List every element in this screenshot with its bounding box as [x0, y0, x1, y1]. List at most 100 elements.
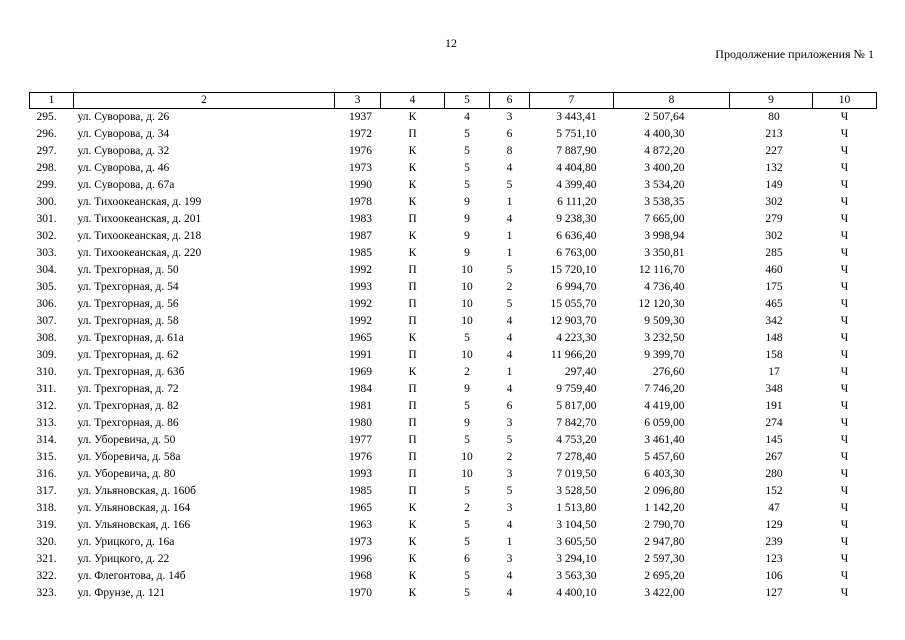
residents-cell: 158: [765, 349, 783, 361]
wall-material-cell: К: [408, 553, 417, 565]
residents-cell: 149: [765, 179, 783, 191]
residents-cell: 465: [765, 298, 783, 310]
column-header: 2: [73, 92, 335, 109]
wall-material-cell: К: [408, 179, 417, 191]
total-area-cell: 7 019,50: [556, 468, 597, 480]
living-area-cell: 9 399,70: [644, 349, 685, 361]
address-cell: ул. Трехгорная, д. 50: [77, 264, 179, 276]
residents-cell: 148: [765, 332, 783, 344]
living-area-cell: 3 998,94: [644, 230, 685, 242]
total-area-cell: 3 294,10: [556, 553, 597, 565]
residents-cell: 227: [765, 145, 783, 157]
year-built-cell: 1985: [349, 485, 372, 497]
living-area-cell: 3 461,40: [644, 434, 685, 446]
entrances-cell: 5: [506, 179, 513, 191]
row-number-cell: 300.: [36, 196, 57, 208]
residents-cell: 348: [765, 383, 783, 395]
ownership-type-cell: Ч: [840, 196, 849, 208]
residents-cell: 145: [765, 434, 783, 446]
address-cell: ул. Уборевича, д. 50: [77, 434, 176, 446]
ownership-type-cell: Ч: [840, 179, 849, 191]
entrances-cell: 1: [506, 247, 513, 259]
address-cell: ул. Суворова, д. 32: [77, 145, 170, 157]
total-area-cell: 6 111,20: [557, 196, 597, 208]
wall-material-cell: П: [408, 315, 417, 327]
living-area-cell: 4 400,30: [644, 128, 685, 140]
living-area-cell: 7 665,00: [644, 213, 685, 225]
floors-cell: 5: [464, 145, 470, 157]
total-area-cell: 3 104,50: [556, 519, 597, 531]
entrances-cell: 1: [506, 536, 513, 548]
row-number-cell: 299.: [36, 179, 57, 191]
table-row: 304. ул. Трехгорная, д. 50 1992 П 10 5 15 720,…: [30, 262, 877, 279]
living-area-cell: 9 509,30: [644, 315, 685, 327]
total-area-cell: 6 763,00: [556, 247, 597, 259]
address-cell: ул. Тихоокеанская, д. 199: [77, 196, 202, 208]
residents-cell: 213: [765, 128, 783, 140]
table-row: 315. ул. Уборевича, д. 58а 1976 П 10 2 7 278,4…: [30, 449, 877, 466]
floors-cell: 5: [464, 519, 470, 531]
living-area-cell: 7 746,20: [644, 383, 685, 395]
floors-cell: 2: [464, 502, 470, 514]
living-area-cell: 2 947,80: [644, 536, 685, 548]
floors-cell: 10: [461, 281, 473, 293]
year-built-cell: 1991: [349, 349, 372, 361]
entrances-cell: 3: [506, 502, 513, 514]
entrances-cell: 5: [506, 298, 513, 310]
table-row: 316. ул. Уборевича, д. 80 1993 П 10 3 7 019,50…: [30, 466, 877, 483]
floors-cell: 5: [464, 536, 470, 548]
living-area-cell: 2 096,80: [644, 485, 685, 497]
row-number-cell: 297.: [36, 145, 57, 157]
row-number-cell: 298.: [36, 162, 57, 174]
year-built-cell: 1996: [349, 553, 372, 565]
ownership-type-cell: Ч: [840, 383, 849, 395]
year-built-cell: 1992: [349, 264, 372, 276]
year-built-cell: 1976: [349, 451, 372, 463]
ownership-type-cell: Ч: [840, 162, 849, 174]
table-row: 311. ул. Трехгорная, д. 72 1984 П 9 4 9 759,40…: [30, 381, 877, 398]
living-area-cell: 4 419,00: [644, 400, 685, 412]
entrances-cell: 3: [506, 417, 513, 429]
entrances-cell: 2: [506, 451, 513, 463]
table-row: 318. ул. Ульяновская, д. 164 1965 К 2 3 1 513,…: [30, 500, 877, 517]
table-row: 319. ул. Ульяновская, д. 166 1963 К 5 4 3 104,…: [30, 517, 877, 534]
address-cell: ул. Уборевича, д. 80: [77, 468, 176, 480]
floors-cell: 5: [464, 587, 470, 599]
wall-material-cell: П: [408, 485, 417, 497]
address-cell: ул. Трехгорная, д. 56: [77, 298, 179, 310]
ownership-type-cell: Ч: [840, 213, 849, 225]
total-area-cell: 12 903,70: [550, 315, 597, 327]
floors-cell: 5: [464, 485, 470, 497]
floors-cell: 10: [461, 349, 473, 361]
living-area-cell: 12 120,30: [638, 298, 685, 310]
living-area-cell: 3 422,00: [644, 587, 685, 599]
residents-cell: 175: [765, 281, 783, 293]
floors-cell: 9: [464, 230, 470, 242]
wall-material-cell: К: [408, 196, 417, 208]
floors-cell: 2: [464, 366, 470, 378]
residents-cell: 152: [765, 485, 783, 497]
address-cell: ул. Трехгорная, д. 72: [77, 383, 179, 395]
wall-material-cell: П: [408, 434, 417, 446]
residents-cell: 279: [765, 213, 783, 225]
floors-cell: 10: [461, 264, 473, 276]
total-area-cell: 15 720,10: [550, 264, 597, 276]
living-area-cell: 3 400,20: [644, 162, 685, 174]
row-number-cell: 306.: [36, 298, 57, 310]
row-number-cell: 309.: [36, 349, 57, 361]
floors-cell: 5: [464, 179, 470, 191]
table-row: 323. ул. Фрунзе, д. 121 1970 К 5 4 4 400,10 3 4…: [30, 585, 877, 602]
address-cell: ул. Ульяновская, д. 160б: [77, 485, 196, 497]
entrances-cell: 1: [506, 366, 513, 378]
ownership-type-cell: Ч: [840, 587, 849, 599]
residents-cell: 17: [768, 366, 780, 378]
year-built-cell: 1937: [349, 111, 372, 123]
residents-cell: 129: [765, 519, 783, 531]
total-area-cell: 4 399,40: [556, 179, 597, 191]
residents-cell: 267: [765, 451, 783, 463]
residents-cell: 80: [768, 111, 780, 123]
year-built-cell: 1987: [349, 230, 372, 242]
ownership-type-cell: Ч: [840, 111, 849, 123]
total-area-cell: 5 751,10: [556, 128, 597, 140]
living-area-cell: 4 736,40: [644, 281, 685, 293]
